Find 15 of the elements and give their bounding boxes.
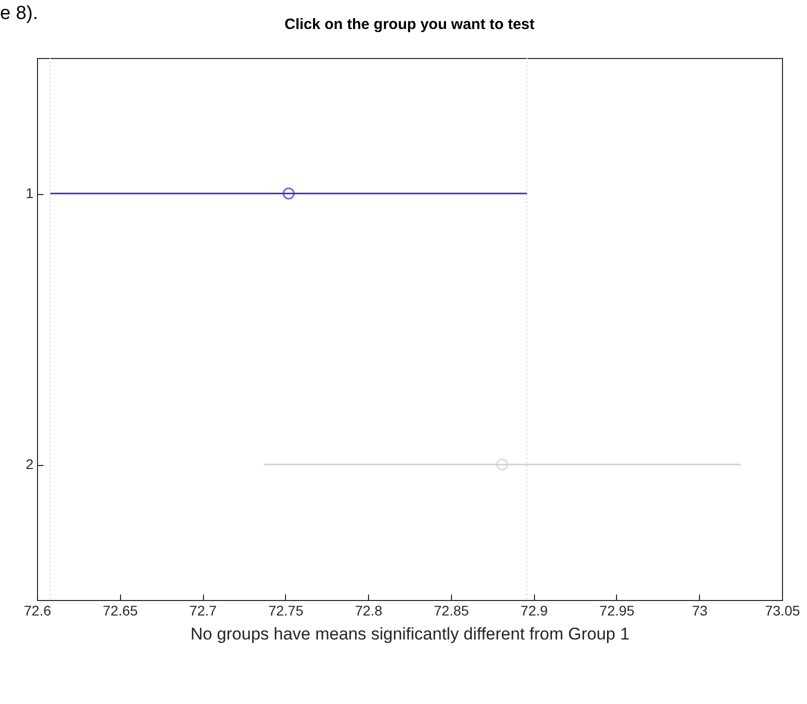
x-tick-label: 72.75 — [268, 602, 304, 618]
chart-title: Click on the group you want to test — [284, 16, 535, 33]
x-tick-label: 73 — [692, 602, 708, 618]
x-tick-label: 72.6 — [24, 602, 52, 618]
x-tick-label: 72.95 — [599, 602, 635, 618]
x-axis-title: No groups have means significantly different from Group 1 — [190, 624, 630, 644]
text: e 8). — [0, 3, 38, 24]
x-tick-label: 72.9 — [520, 602, 548, 618]
x-tick-label: 72.65 — [102, 602, 138, 618]
x-tick-label: 72.7 — [189, 602, 217, 618]
x-tick-label: 73.05 — [764, 602, 800, 618]
x-tick-label: 72.8 — [354, 602, 382, 618]
y-tick-label: 1 — [26, 185, 34, 201]
y-tick-label: 2 — [26, 456, 34, 472]
x-tick-label: 72.85 — [434, 602, 470, 618]
